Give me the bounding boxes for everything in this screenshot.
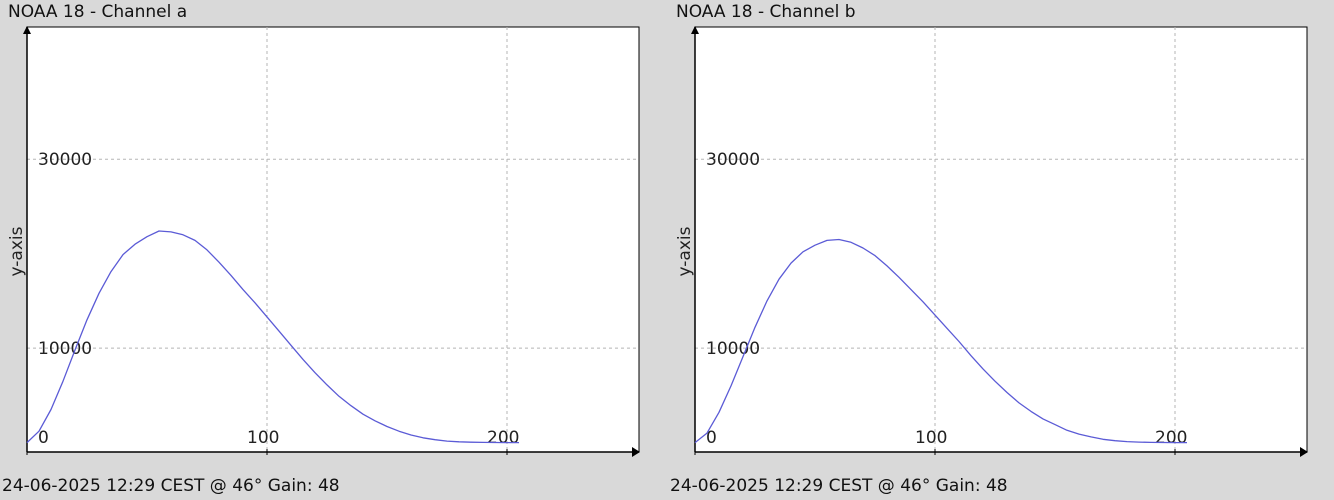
plot-area: [26, 26, 640, 453]
y-axis-arrow: [691, 26, 699, 34]
plot-area: [694, 26, 1308, 453]
y-tick-label: 30000: [706, 150, 760, 170]
x-tick-label: 100: [915, 428, 947, 448]
y-tick-label: 10000: [38, 339, 92, 359]
chart-footer: 24-06-2025 12:29 CEST @ 46° Gain: 48: [670, 476, 1008, 496]
chart-title: NOAA 18 - Channel a: [8, 2, 188, 22]
y-axis-title: y-axis: [7, 226, 27, 276]
chart-footer: 24-06-2025 12:29 CEST @ 46° Gain: 48: [2, 476, 340, 496]
chart-plot: 0 100 200 10000 30000 y-axis: [675, 26, 1308, 457]
x-axis-arrow: [632, 447, 640, 457]
y-axis-arrow: [23, 26, 31, 34]
x-tick-label: 200: [1155, 428, 1187, 448]
series-line: [26, 230, 519, 444]
y-axis-title: y-axis: [675, 226, 695, 276]
x-tick-label: 0: [38, 428, 49, 448]
x-axis-arrow: [1300, 447, 1308, 457]
x-tick-label: 100: [247, 428, 279, 448]
chart-panel-a: NOAA 18 - Channel a 0 100 200 10000 30000 y-a…: [0, 0, 640, 500]
x-tick-label: 200: [487, 428, 519, 448]
chart-plot: 0 100 200 10000 30000 y-axis: [7, 26, 640, 457]
y-tick-label: 10000: [706, 339, 760, 359]
x-tick-label: 0: [706, 428, 717, 448]
chart-title: NOAA 18 - Channel b: [676, 2, 856, 22]
series-line: [694, 238, 1187, 444]
y-tick-label: 30000: [38, 150, 92, 170]
chart-panel-b: NOAA 18 - Channel b 0 100 200 10000 30000 y-a…: [668, 0, 1308, 500]
